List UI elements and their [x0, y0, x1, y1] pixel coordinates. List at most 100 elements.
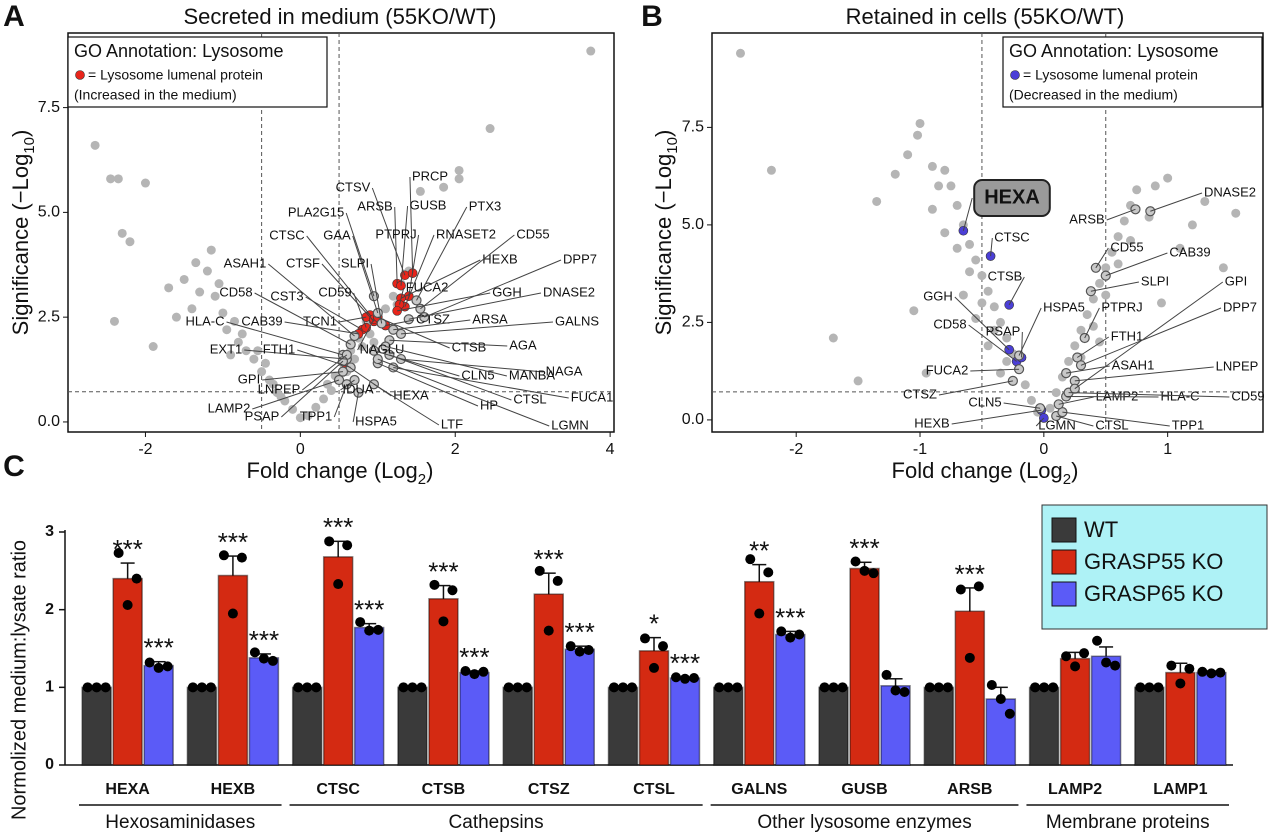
protein-label: CD59 — [318, 284, 351, 299]
leader-line — [371, 187, 406, 276]
leader-line — [1076, 336, 1110, 358]
protein-label: CAB39 — [241, 313, 282, 328]
leader-line — [408, 234, 420, 297]
protein-label: CTSB — [452, 339, 487, 354]
replicate-dot — [859, 565, 870, 576]
y-tick-label: 2.5 — [682, 314, 704, 331]
protein-point — [218, 308, 228, 318]
replicate-dot — [1092, 635, 1103, 646]
x-tick-label: GUSB — [841, 781, 887, 798]
replicate-dot — [794, 629, 805, 640]
replicate-dot — [899, 686, 910, 697]
protein-point — [214, 279, 224, 289]
protein-label: LTF — [441, 416, 463, 431]
replicate-dot — [447, 585, 458, 596]
leader-line — [962, 197, 973, 231]
significance-label: * — [649, 609, 659, 639]
x-tick-label: -1 — [913, 441, 927, 458]
replicate-dot — [249, 647, 260, 658]
protein-point — [210, 291, 220, 301]
bar — [533, 593, 564, 766]
leader-line — [424, 259, 562, 318]
replicate-dot — [293, 682, 304, 693]
replicate-dot — [364, 625, 375, 636]
protein-point — [1095, 278, 1105, 288]
protein-label: NAGA — [546, 363, 583, 378]
x-axis-label-part: ) — [1071, 458, 1078, 483]
protein-point — [983, 286, 993, 296]
x-tick-label: 0 — [1039, 441, 1048, 458]
y-tick-label: 2.5 — [38, 308, 60, 325]
bar — [81, 686, 112, 766]
significance-label: *** — [112, 534, 142, 564]
protein-label: FTH1 — [1111, 328, 1144, 343]
replicate-dot — [258, 653, 269, 664]
replicate-dot — [552, 575, 563, 586]
leader-line — [284, 321, 359, 335]
protein-point — [90, 140, 100, 150]
protein-point — [1045, 403, 1055, 413]
leader-line — [398, 287, 405, 305]
replicate-dot — [113, 547, 124, 558]
replicate-dot — [144, 657, 155, 668]
y-axis-label-part: Significance (−Log — [8, 154, 33, 336]
protein-point — [1002, 333, 1012, 343]
protein-point — [983, 341, 993, 351]
protein-label: PRCP — [412, 168, 448, 183]
replicate-dot — [745, 554, 756, 565]
y-axis-label-part: ) — [8, 130, 33, 137]
bar — [818, 686, 849, 766]
replicate-dot — [754, 608, 765, 619]
protein-point — [369, 337, 379, 347]
protein-label: CAB39 — [1169, 244, 1210, 259]
protein-point — [1002, 356, 1012, 366]
panel-letter: A — [3, 0, 25, 33]
replicate-dot — [512, 682, 523, 693]
leader-line — [297, 349, 351, 368]
protein-point — [187, 304, 197, 314]
protein-label: CLN5 — [968, 394, 1001, 409]
leader-line — [373, 383, 440, 426]
replicate-dot — [649, 662, 659, 673]
replicate-dot — [534, 565, 545, 576]
leader-line — [1018, 307, 1042, 356]
replicate-dot — [227, 608, 238, 619]
protein-point — [586, 46, 596, 56]
replicate-dot — [478, 666, 489, 677]
replicate-dot — [122, 600, 133, 611]
replicate-dot — [890, 685, 901, 696]
protein-label: DPP7 — [563, 251, 597, 266]
protein-point — [1231, 208, 1241, 218]
x-tick-label: CTSC — [316, 781, 360, 798]
protein-point — [1020, 380, 1030, 390]
protein-label: NAGLU — [360, 341, 405, 356]
leader-line — [389, 354, 512, 401]
x-axis-label-part: 2 — [1063, 471, 1071, 488]
significance-label: *** — [218, 527, 248, 557]
protein-point — [241, 346, 251, 356]
leader-line — [1058, 396, 1094, 405]
protein-point — [952, 200, 962, 210]
protein-point — [1107, 247, 1117, 257]
chart-title: Retained in cells (55KO/WT) — [846, 4, 1125, 29]
protein-label: FUCA1 — [571, 389, 614, 404]
leader-line — [1062, 411, 1170, 427]
protein-label: CTSF — [286, 255, 320, 270]
replicate-dot — [995, 693, 1006, 704]
leader-line — [954, 296, 1010, 351]
x-tick-label: -2 — [138, 441, 152, 458]
leader-line — [333, 384, 348, 418]
protein-label: SLPI — [341, 255, 369, 270]
protein-point — [965, 267, 975, 277]
replicate-dot — [723, 682, 734, 693]
legend-box — [1041, 504, 1268, 630]
replicate-dot — [438, 616, 449, 627]
protein-label: LAMP2 — [1096, 388, 1139, 403]
protein-label: CTSC — [994, 229, 1029, 244]
leader-line — [1074, 366, 1214, 382]
bar — [954, 610, 986, 766]
protein-point — [1113, 259, 1123, 269]
significance-label: *** — [428, 556, 458, 586]
x-tick-label: HEXA — [105, 781, 150, 798]
